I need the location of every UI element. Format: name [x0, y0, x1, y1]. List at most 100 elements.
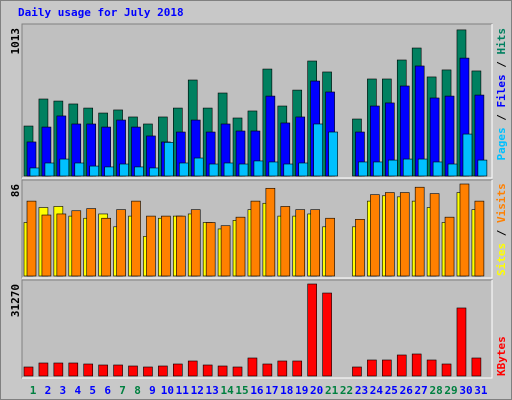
- x-tick-label: 24: [370, 384, 384, 397]
- bar: [29, 167, 40, 177]
- x-tick-label: 21: [325, 384, 339, 397]
- legend-entry: Pages: [495, 127, 508, 160]
- bar: [71, 210, 82, 277]
- bar: [426, 359, 437, 377]
- bar: [38, 362, 49, 377]
- bar: [456, 307, 467, 377]
- x-tick-label: 23: [355, 384, 368, 397]
- x-tick-label: 17: [265, 384, 278, 397]
- bar: [190, 209, 201, 277]
- bar: [370, 194, 380, 277]
- bar: [23, 366, 34, 377]
- bar: [447, 163, 458, 177]
- bar: [193, 157, 204, 177]
- legend-separator: /: [495, 55, 508, 75]
- bar: [253, 160, 264, 177]
- bar: [41, 214, 52, 277]
- bar: [313, 123, 323, 177]
- bar: [44, 162, 55, 177]
- bar: [173, 363, 183, 377]
- bar: [104, 166, 114, 177]
- bar: [128, 365, 138, 377]
- x-tick-label: 29: [444, 384, 457, 397]
- bar: [53, 362, 64, 377]
- bar: [131, 200, 141, 277]
- bar: [396, 354, 407, 377]
- y-tick-label: 1013: [9, 28, 22, 55]
- x-tick-label: 25: [385, 384, 398, 397]
- x-tick-label: 31: [474, 384, 488, 397]
- bar: [399, 192, 410, 277]
- x-tick-label: 8: [134, 384, 141, 397]
- x-tick-label: 5: [89, 384, 96, 397]
- y-tick-label: 86: [9, 184, 22, 198]
- bar: [268, 161, 279, 177]
- x-tick-label: 12: [191, 384, 204, 397]
- bar: [89, 165, 100, 177]
- bar: [417, 158, 428, 177]
- panel-highlight: [22, 280, 493, 379]
- x-tick-label: 19: [295, 384, 308, 397]
- bar: [26, 200, 37, 277]
- bar: [149, 167, 159, 177]
- bar: [74, 162, 85, 177]
- x-tick-label: 9: [149, 384, 156, 397]
- x-tick-label: 16: [250, 384, 264, 397]
- bar: [208, 163, 219, 177]
- bar: [322, 292, 332, 377]
- bar: [292, 360, 303, 377]
- bar: [355, 219, 365, 277]
- legend-entry: Sites: [495, 243, 508, 276]
- bar: [134, 166, 144, 177]
- x-tick-label: 13: [206, 384, 219, 397]
- x-tick-label: 1: [30, 384, 37, 397]
- x-tick-label: 11: [176, 384, 190, 397]
- bar: [373, 161, 383, 177]
- bar: [238, 163, 249, 177]
- bar: [83, 363, 94, 377]
- bar: [310, 209, 320, 277]
- x-tick-label: 7: [119, 384, 126, 397]
- bar: [250, 200, 261, 277]
- bar: [298, 162, 309, 177]
- x-tick-label: 2: [45, 384, 52, 397]
- legend: KBytes: [495, 336, 508, 376]
- bar: [358, 161, 368, 177]
- bar: [388, 159, 398, 177]
- bar: [444, 216, 455, 277]
- bar: [113, 364, 123, 377]
- bar: [307, 283, 317, 377]
- bar: [86, 208, 97, 277]
- bar: [462, 133, 473, 177]
- legend-entry: Files: [495, 74, 508, 107]
- bar: [116, 209, 126, 277]
- bar: [161, 215, 171, 277]
- bar: [414, 186, 425, 277]
- bar: [232, 366, 243, 377]
- bar: [217, 365, 228, 377]
- bar: [59, 158, 70, 177]
- bar: [146, 215, 156, 277]
- bar: [179, 162, 189, 177]
- panel-highlight: [22, 24, 493, 179]
- bar: [205, 222, 216, 277]
- x-tick-label: 10: [161, 384, 174, 397]
- legend-separator: /: [495, 223, 508, 243]
- bar: [235, 216, 246, 277]
- legend-entry: Hits: [495, 28, 508, 55]
- chart-title: Daily usage for July 2018: [18, 6, 184, 19]
- bar: [143, 366, 153, 377]
- legend: Sites / Visits: [495, 183, 508, 276]
- x-tick-label: 3: [60, 384, 67, 397]
- bar: [382, 359, 392, 377]
- bar: [352, 366, 362, 377]
- x-tick-label: 30: [459, 384, 472, 397]
- bar: [68, 362, 79, 377]
- legend-entry: KBytes: [495, 336, 508, 376]
- bar: [187, 360, 198, 377]
- bar: [247, 357, 258, 377]
- bar: [402, 158, 413, 177]
- bar: [283, 163, 294, 177]
- bar: [223, 162, 234, 177]
